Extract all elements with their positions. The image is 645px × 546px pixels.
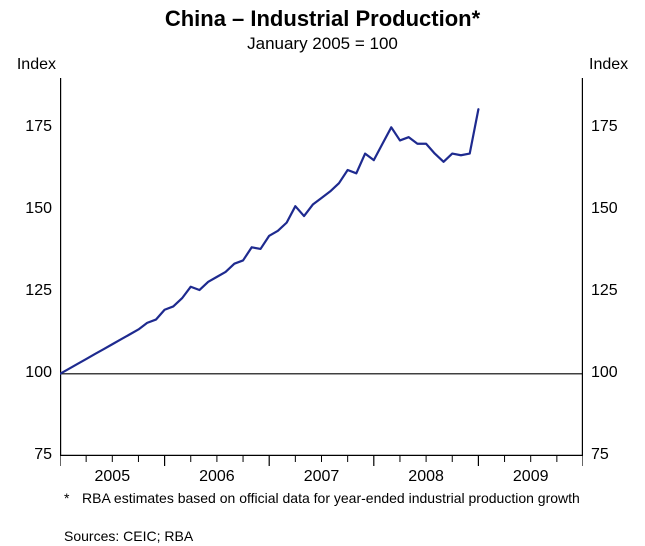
chart-source: Sources: CEIC; RBA: [64, 528, 193, 544]
footnote-text: RBA estimates based on official data for…: [82, 490, 622, 508]
chart-footnote: *RBA estimates based on official data fo…: [64, 490, 622, 508]
y-tick-left-label: 125: [0, 282, 52, 300]
y-tick-right-label: 75: [591, 446, 609, 464]
x-tick-label: 2006: [199, 468, 235, 486]
y-tick-left-label: 150: [0, 200, 52, 218]
y-tick-right-label: 150: [591, 200, 618, 218]
y-tick-left-label: 100: [0, 364, 52, 382]
y-tick-left-label: 75: [0, 446, 52, 464]
y-tick-left-label: 175: [0, 118, 52, 136]
chart-plot: [60, 78, 583, 470]
x-tick-label: 2008: [408, 468, 444, 486]
y-tick-right-label: 100: [591, 364, 618, 382]
x-tick-label: 2005: [95, 468, 131, 486]
chart-title: China – Industrial Production*: [0, 6, 645, 32]
chart-container: { "chart": { "type": "line", "title": "C…: [0, 0, 645, 546]
x-tick-label: 2009: [513, 468, 549, 486]
y-tick-right-label: 175: [591, 118, 618, 136]
footnote-marker: *: [64, 490, 82, 508]
chart-subtitle: January 2005 = 100: [0, 34, 645, 54]
x-tick-label: 2007: [304, 468, 340, 486]
y-axis-title-right: Index: [589, 56, 628, 74]
y-axis-title-left: Index: [0, 56, 56, 74]
y-tick-right-label: 125: [591, 282, 618, 300]
